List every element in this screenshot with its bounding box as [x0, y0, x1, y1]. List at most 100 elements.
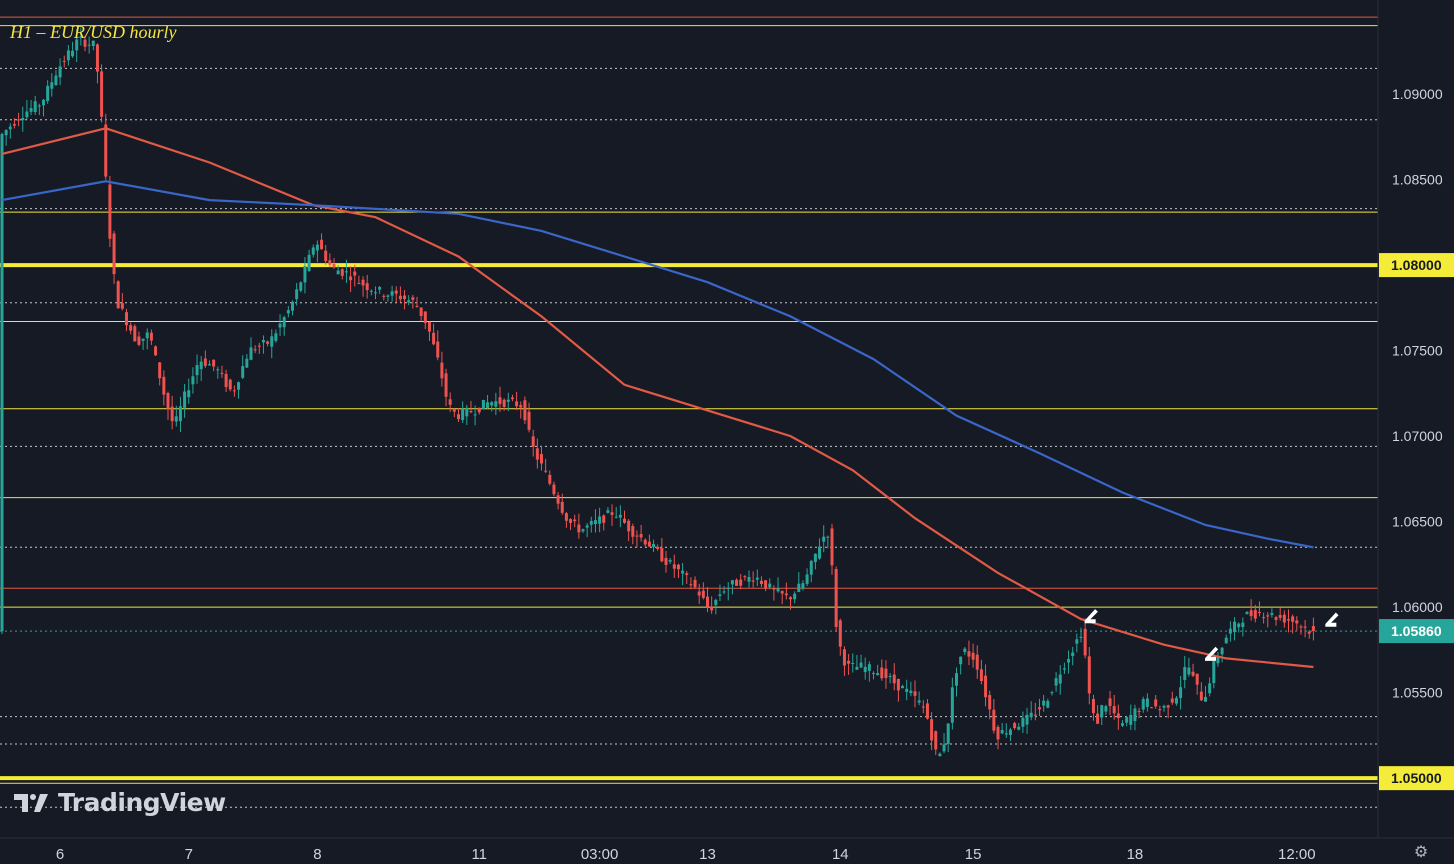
- candle-body: [548, 474, 552, 484]
- candle-body: [253, 349, 257, 351]
- candle-body: [245, 358, 249, 368]
- candle-body: [664, 557, 668, 565]
- candle-body: [448, 399, 452, 405]
- candle-body: [531, 436, 535, 447]
- candle-body: [83, 39, 87, 47]
- candle-body: [178, 406, 182, 422]
- price-axis[interactable]: 1.09000 1.08500 1.08000 1.07500 1.07000 1.065…: [1379, 86, 1454, 791]
- candle-body: [320, 239, 324, 250]
- candle-body: [166, 393, 170, 410]
- candle-body: [390, 291, 394, 296]
- candle-body: [303, 266, 307, 283]
- candle-body: [643, 539, 647, 545]
- candle-body: [1187, 667, 1191, 675]
- candle-body: [12, 124, 16, 126]
- candle-body: [560, 501, 564, 513]
- tradingview-logo[interactable]: TradingView: [14, 788, 226, 817]
- candle-body: [801, 583, 805, 589]
- candle-body: [183, 391, 187, 408]
- candle-body: [1046, 700, 1050, 708]
- candle-body: [1270, 613, 1274, 616]
- candle-body: [299, 282, 303, 291]
- candle-body: [672, 564, 676, 569]
- price-label-0: 1.08000: [1391, 257, 1442, 273]
- x-tick-label: 7: [185, 846, 193, 863]
- candle-body: [606, 510, 610, 513]
- candle-body: [979, 669, 983, 682]
- candle-body: [809, 560, 813, 575]
- candle-body: [610, 512, 614, 515]
- candle-body: [162, 376, 166, 395]
- candle-body: [1021, 717, 1025, 727]
- candle-body: [1220, 647, 1224, 655]
- candle-body: [1137, 710, 1141, 712]
- candle-body: [602, 515, 606, 523]
- candle-body: [42, 99, 45, 106]
- y-tick-label: 1.06000: [1392, 599, 1443, 615]
- candle-body: [502, 399, 506, 407]
- candle-body: [473, 414, 477, 416]
- x-tick-label: 8: [313, 846, 321, 863]
- x-tick-label: 6: [56, 846, 64, 863]
- candle-body: [436, 341, 440, 358]
- candle-body: [1158, 709, 1162, 711]
- candle-body: [191, 376, 195, 385]
- candle-body: [1141, 699, 1145, 710]
- y-tick-label: 1.05500: [1392, 685, 1443, 701]
- candle-body: [75, 39, 79, 51]
- candle-body: [270, 336, 274, 347]
- candle-body: [656, 546, 660, 549]
- candle-body: [1299, 626, 1303, 628]
- candle-body: [241, 366, 245, 378]
- candle-body: [344, 271, 348, 273]
- annotation-arrow-0: [1084, 609, 1098, 624]
- candle-body: [457, 414, 460, 420]
- candle-body: [1038, 707, 1041, 710]
- candle-body: [307, 254, 311, 271]
- candle-body: [141, 338, 145, 341]
- candle-body: [1067, 659, 1071, 663]
- candle-body: [382, 295, 386, 297]
- candle-body: [921, 706, 925, 708]
- candle-body: [257, 345, 261, 347]
- candle-body: [415, 305, 419, 307]
- candle-body: [1241, 622, 1245, 628]
- candle-body: [95, 44, 99, 72]
- candle-body: [1129, 715, 1133, 725]
- candle-body: [477, 407, 481, 413]
- candle-body: [925, 703, 929, 719]
- candle-body: [199, 361, 203, 370]
- candle-body: [1162, 705, 1166, 708]
- candle-body: [726, 587, 730, 590]
- candle-body: [506, 399, 510, 402]
- settings-gear-icon[interactable]: ⚙: [1413, 844, 1429, 861]
- moving-average-line-0: [1, 127, 1314, 669]
- candle-body: [1253, 609, 1257, 619]
- candle-body: [1133, 708, 1137, 722]
- candle-body: [564, 513, 568, 521]
- candle-body: [228, 379, 232, 390]
- candle-body: [232, 390, 236, 392]
- y-tick-label: 1.07000: [1392, 428, 1443, 444]
- candle-body: [423, 311, 427, 324]
- candle-body: [730, 580, 734, 585]
- candle-body: [938, 753, 942, 757]
- candle-body: [992, 709, 996, 731]
- moving-averages: [1, 127, 1314, 669]
- candle-body: [631, 526, 635, 537]
- candle-body: [120, 303, 124, 309]
- time-axis[interactable]: 6 7 8 11 03:00 13 14 15 18 12:00: [56, 846, 1316, 863]
- candle-body: [469, 411, 473, 413]
- candle-body: [25, 111, 29, 118]
- candle-body: [224, 373, 228, 388]
- candle-body: [676, 564, 680, 570]
- candle-body: [129, 325, 133, 331]
- candle-body: [361, 279, 365, 286]
- candle-body: [510, 397, 514, 400]
- candle-body: [54, 75, 58, 85]
- annotation-arrow-1: [1205, 646, 1219, 661]
- candle-body: [739, 579, 743, 586]
- candle-body: [50, 82, 54, 89]
- candle-body: [1071, 652, 1075, 657]
